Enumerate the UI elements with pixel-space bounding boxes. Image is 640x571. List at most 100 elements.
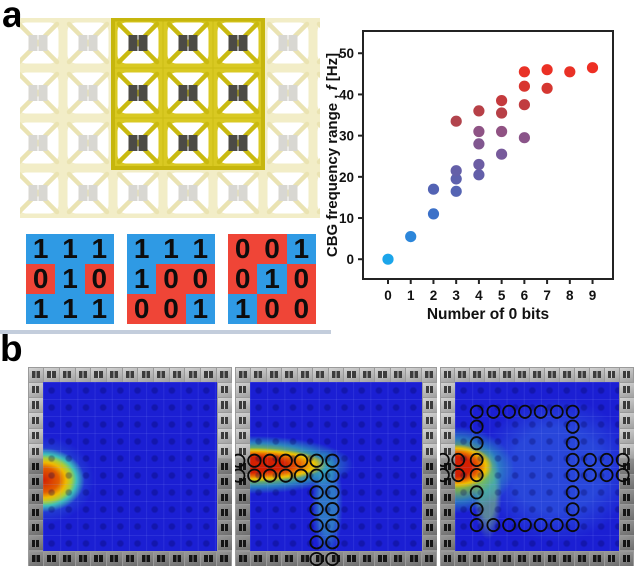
unit-cell-inactive — [62, 167, 114, 218]
frame-cell — [122, 367, 138, 382]
frame-cell — [266, 551, 282, 566]
sensor-circle — [565, 452, 580, 467]
frame-cell — [235, 474, 250, 490]
frame-cell — [122, 551, 138, 566]
scatter-point — [541, 82, 553, 94]
frame-cell — [440, 551, 455, 566]
unit-cell-active — [212, 67, 264, 119]
frame-cell — [344, 551, 359, 566]
magnet-right — [138, 85, 148, 101]
sensor-circle — [549, 404, 564, 419]
unit-cell-active — [212, 117, 264, 169]
frame-cell — [440, 428, 455, 443]
scatter-point — [450, 185, 462, 197]
sensor-circle — [309, 535, 324, 550]
frame-cell — [217, 397, 232, 413]
frame-cell — [91, 551, 106, 566]
matrix-cell-bit1: 1 — [286, 234, 316, 264]
diagonal-struts — [166, 121, 210, 165]
frame-cell — [530, 551, 544, 566]
x-tick-label: 3 — [452, 288, 460, 303]
frame-cell — [440, 474, 455, 490]
frame-cell — [201, 367, 216, 382]
magnet-right — [238, 85, 248, 101]
frame-cell — [154, 551, 169, 566]
frame-cell — [515, 551, 530, 566]
matrix-cell-bit0: 0 — [228, 234, 258, 264]
scatter-point — [586, 62, 599, 74]
matrix-cell-bit1: 1 — [257, 264, 287, 294]
frame-cell — [28, 428, 43, 443]
frame-cell — [589, 551, 604, 566]
frame-cell — [235, 490, 250, 505]
sensor-circle — [278, 468, 293, 483]
sensor-circle — [583, 467, 597, 483]
frame-cell — [201, 551, 216, 566]
diagonal-struts — [166, 71, 210, 115]
magnet-right — [88, 35, 98, 51]
sensor-circle — [486, 517, 501, 533]
frame-cell — [530, 367, 544, 382]
frame-cell — [390, 367, 406, 382]
unit-cell-inactive — [62, 117, 114, 169]
frame-cell — [440, 382, 455, 397]
sensor-circle — [309, 502, 324, 517]
measurement-circles — [440, 404, 630, 533]
frame-left — [440, 382, 455, 551]
magnet-right — [188, 185, 198, 201]
sensor-circle — [262, 468, 278, 483]
frame-cell — [440, 367, 455, 382]
matrix-cell-bit0: 0 — [185, 264, 215, 294]
unit-cell-inactive — [20, 167, 64, 218]
diagonal-struts — [166, 171, 210, 215]
scatter-point — [473, 125, 485, 138]
matrix-cell-bit1: 1 — [26, 234, 56, 264]
magnet-left — [228, 35, 238, 51]
frame-cell — [455, 367, 470, 382]
matrix-cell-bit0: 0 — [156, 264, 186, 294]
diagonal-struts — [216, 121, 260, 165]
frame-cell — [297, 551, 313, 566]
frame-cell — [470, 367, 485, 382]
sensor-circle — [325, 468, 340, 483]
matrix-cell-bit1: 1 — [84, 234, 114, 264]
field-map-3 — [440, 367, 634, 566]
frame-cell — [235, 428, 250, 443]
matrix-cell-bit1: 1 — [127, 264, 157, 294]
x-tick-label: 2 — [430, 288, 438, 303]
frame-cell — [440, 413, 455, 428]
matrix-cell-bit1: 1 — [55, 264, 85, 294]
frame-cell — [216, 367, 232, 382]
unit-cell-inactive — [162, 167, 214, 218]
frame-cell — [619, 443, 634, 459]
frame-bottom — [440, 551, 634, 566]
measurement-circles — [235, 453, 340, 566]
unit-cell-inactive — [312, 67, 320, 119]
magnet-right — [88, 135, 98, 151]
frame-cell — [559, 367, 574, 382]
unit-cell-inactive — [212, 167, 264, 218]
sensor-circle — [549, 517, 564, 533]
frame-cell — [169, 551, 185, 566]
frame-cell — [619, 474, 634, 490]
diagonal-struts — [266, 121, 310, 165]
frame-cell — [544, 367, 559, 382]
unit-cell-inactive — [312, 18, 320, 69]
frame-cell — [328, 551, 344, 566]
sensor-circle — [293, 453, 309, 468]
magnet-right — [238, 35, 248, 51]
frame-cell — [485, 367, 500, 382]
frame-cell — [91, 367, 106, 382]
frame-cell — [106, 367, 122, 382]
diagonal-struts — [66, 121, 110, 165]
unit-cell-inactive — [112, 167, 164, 218]
frame-cell — [619, 551, 634, 566]
frame-cell — [422, 474, 437, 490]
frame-cell — [217, 490, 232, 505]
frame-cell — [28, 397, 43, 413]
matrix-cell-bit0: 0 — [26, 264, 56, 294]
diagonal-struts — [216, 71, 260, 115]
sensor-circle — [325, 453, 340, 468]
frame-cell — [619, 490, 634, 505]
x-tick-label: 7 — [543, 288, 551, 303]
